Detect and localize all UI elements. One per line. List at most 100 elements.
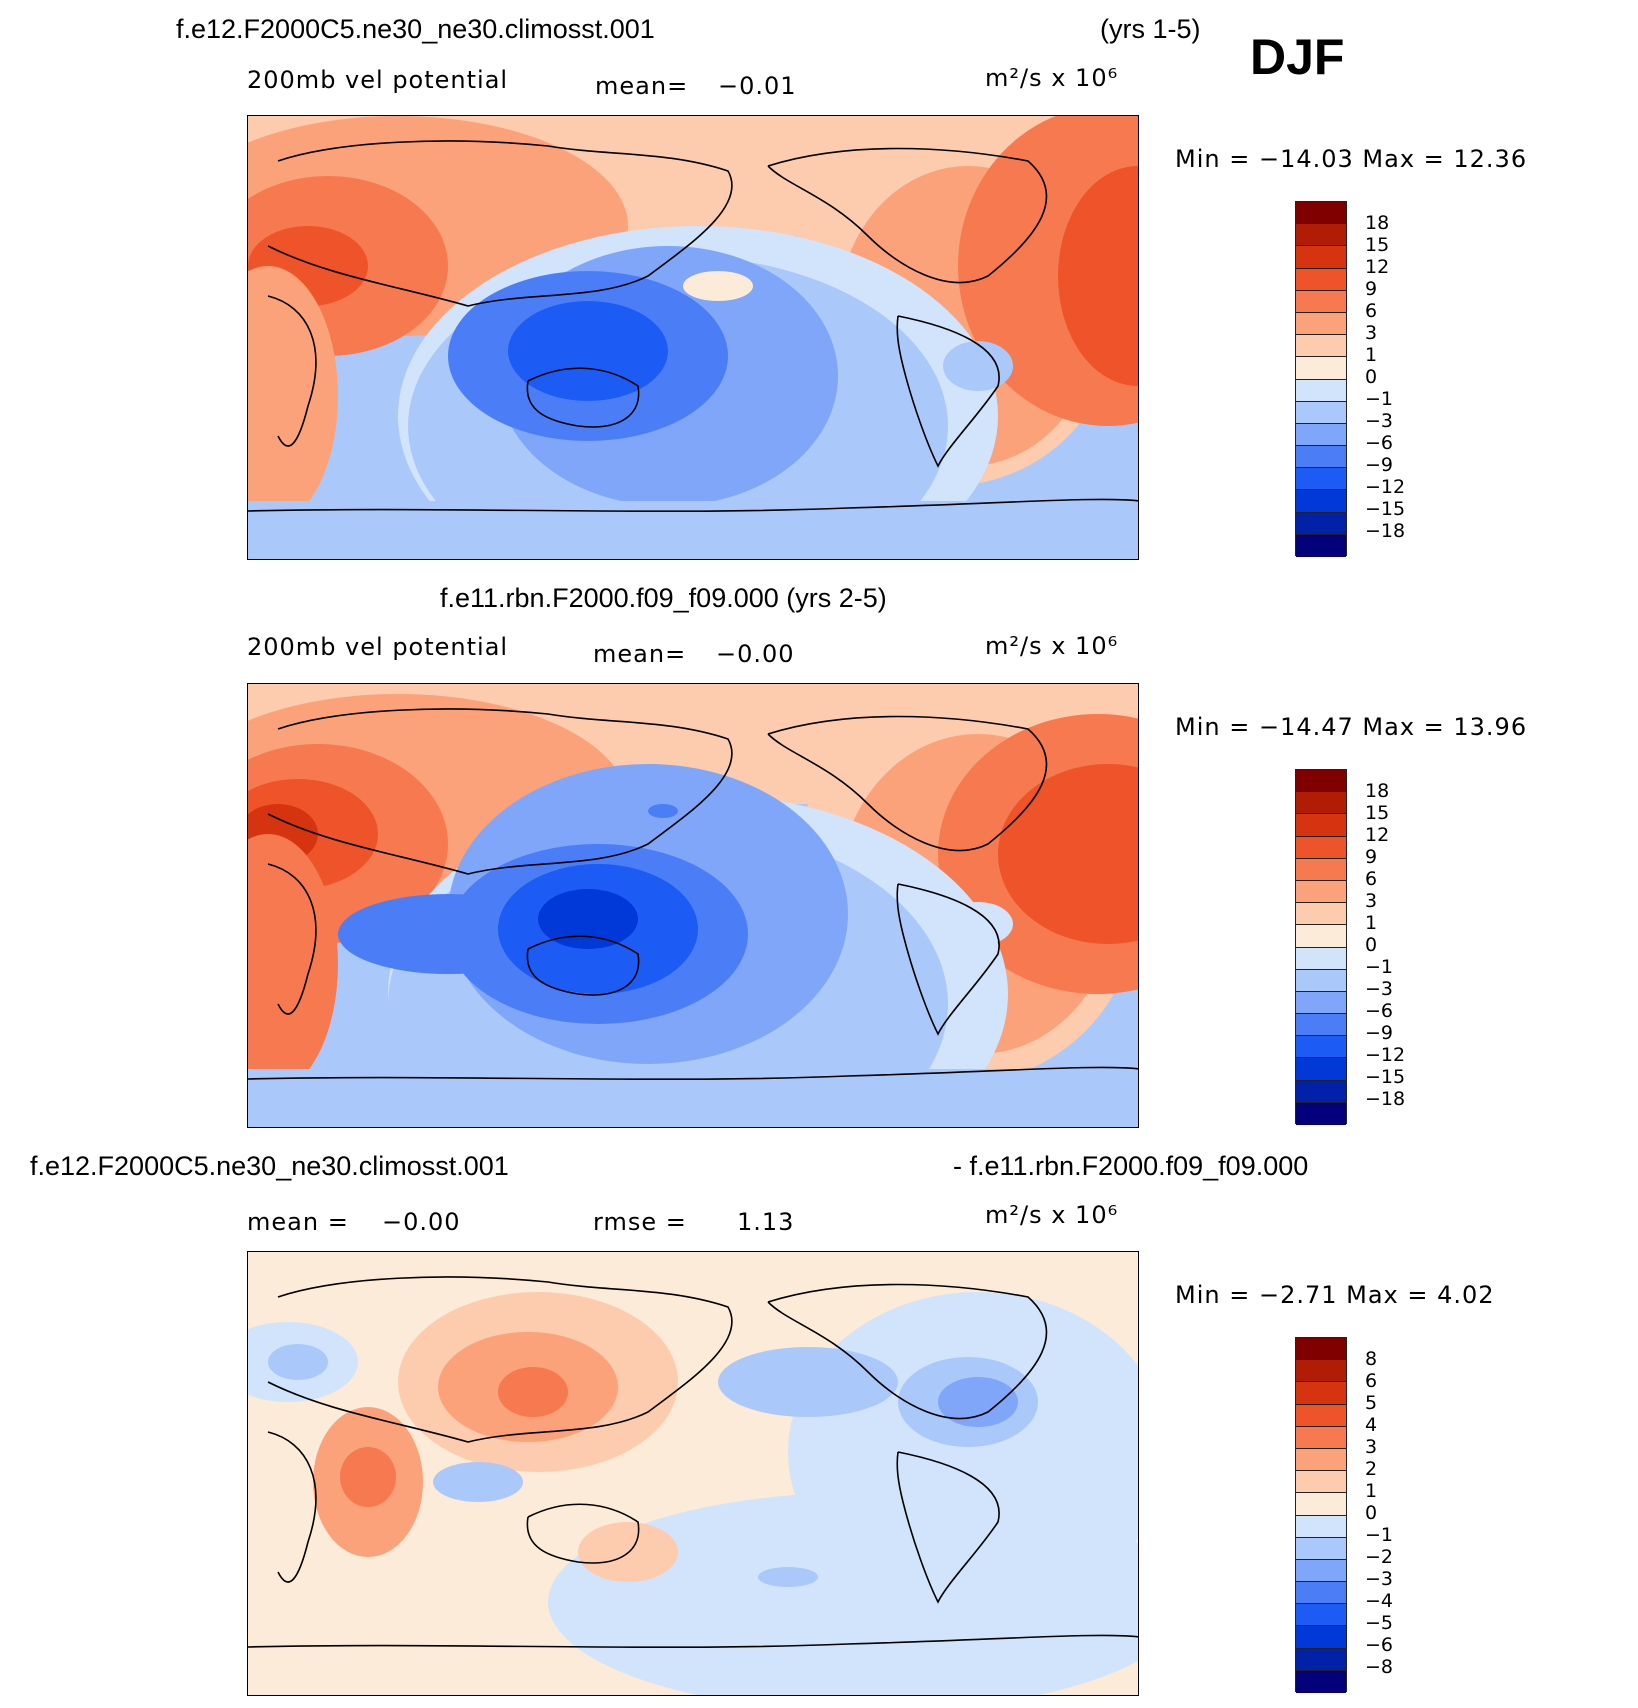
p2-coastlines (248, 708, 1138, 1081)
p3-io-blue (433, 1462, 523, 1502)
p3-tick: 5 (1365, 1392, 1378, 1414)
panel1-case-title: f.e12.F2000C5.ne30_ne30.climosst.001 (176, 14, 655, 44)
p3-carib-core (938, 1377, 1018, 1427)
p1-coast-africa (267, 295, 317, 447)
p3-pac-lb (718, 1347, 898, 1417)
panel2-map-svg (248, 684, 1138, 1127)
p2-coast-namerica (767, 715, 1048, 852)
panel1-colorbar (1295, 201, 1347, 557)
panel2-map (247, 683, 1139, 1128)
p2-swatch-12 (1296, 1014, 1346, 1037)
panel3-map-svg (248, 1252, 1138, 1695)
p2-tick: −6 (1365, 1000, 1394, 1022)
p3-coast-antarctica (248, 1634, 1138, 1649)
p2-swatch-16 (1296, 1102, 1346, 1125)
p2-swatch-13 (1296, 1036, 1346, 1059)
p2-tick: 0 (1365, 934, 1378, 956)
p3-tick: −8 (1365, 1656, 1394, 1678)
p2-swatch-7 (1296, 903, 1346, 926)
p2-samerica-blue (943, 902, 1013, 946)
p2-swatch-11 (1296, 991, 1346, 1015)
p1-tick: 18 (1365, 212, 1390, 234)
p3-swatch-3 (1296, 1382, 1346, 1405)
p2-tick: 9 (1365, 846, 1378, 868)
p3-tick: 8 (1365, 1348, 1378, 1370)
p1-npac-light (683, 271, 753, 301)
p3-tick: −2 (1365, 1546, 1394, 1568)
p1-tick: 9 (1365, 278, 1378, 300)
panel3-map (247, 1251, 1139, 1696)
panel1-minmax: Min = −14.03 Max = 12.36 (1175, 145, 1528, 173)
p2-coast-africa (267, 863, 317, 1015)
p3-swatch-12 (1296, 1582, 1346, 1605)
panel1-map (247, 115, 1139, 560)
p1-swatch-9 (1296, 379, 1346, 402)
p3-coast-eurasia (267, 1276, 733, 1443)
p2-coast-samerica (896, 883, 1000, 1036)
season-label: DJF (1250, 29, 1345, 85)
p2-swatch-10 (1296, 969, 1346, 992)
p1-tick: 15 (1365, 234, 1390, 256)
p1-atlantic-core (1058, 166, 1138, 386)
p3-swatch-1 (1296, 1338, 1346, 1361)
panel3-case-title-right: - f.e11.rbn.F2000.f09_f09.000 (953, 1151, 1309, 1181)
p1-swatch-10 (1296, 401, 1346, 424)
p3-swatch-9 (1296, 1515, 1346, 1538)
p3-swatch-7 (1296, 1471, 1346, 1494)
p3-tick: −5 (1365, 1612, 1394, 1634)
p3-swatch-15 (1296, 1648, 1346, 1671)
p1-swatch-1 (1296, 202, 1346, 225)
p2-tick: −9 (1365, 1022, 1394, 1044)
p1-swatch-8 (1296, 357, 1346, 380)
p2-tick: −12 (1365, 1044, 1406, 1066)
panel2-units: m²/s x 10⁶ (985, 632, 1119, 660)
p3-swatch-14 (1296, 1626, 1346, 1649)
p3-coast-namerica (767, 1283, 1048, 1420)
p2-tick: −15 (1365, 1066, 1406, 1088)
p1-tick: −3 (1365, 410, 1394, 432)
p3-swatch-2 (1296, 1360, 1346, 1383)
p1-tick: −9 (1365, 454, 1394, 476)
p2-npac-spot (648, 804, 678, 818)
p3-spac-spot (758, 1567, 818, 1587)
p2-coast-antarctica (248, 1066, 1138, 1081)
p2-africa-orange (248, 834, 338, 1094)
p2-swatch-5 (1296, 858, 1346, 881)
panel3-minmax: Min = −2.71 Max = 4.02 (1175, 1281, 1495, 1309)
p1-swatch-2 (1296, 224, 1346, 247)
panel1-map-svg (248, 116, 1138, 559)
panel3-colorbar (1295, 1337, 1347, 1693)
p1-swatch-14 (1296, 490, 1346, 513)
p2-tick: 6 (1365, 868, 1378, 890)
p2-tick: −3 (1365, 978, 1394, 1000)
p2-swatch-9 (1296, 947, 1346, 970)
panel2-mean-label: mean= (593, 640, 687, 668)
panel1-mean-label: mean= (595, 72, 689, 100)
p2-coast-eurasia (267, 708, 733, 875)
p1-swatch-4 (1296, 268, 1346, 291)
p1-tick: 6 (1365, 300, 1378, 322)
p2-atlantic-core (998, 764, 1138, 944)
p2-swatch-15 (1296, 1080, 1346, 1103)
p3-tick: 3 (1365, 1436, 1378, 1458)
panel3-rmse-label: rmse = (593, 1208, 687, 1236)
p2-swatch-4 (1296, 836, 1346, 859)
p2-tick: −18 (1365, 1088, 1406, 1110)
p1-coastlines (248, 140, 1138, 513)
p1-swatch-6 (1296, 312, 1346, 336)
p1-tick: −12 (1365, 476, 1406, 498)
p1-coast-antarctica (248, 498, 1138, 513)
p1-coast-namerica (767, 147, 1048, 284)
p3-china-core (498, 1367, 568, 1417)
p1-swatch-15 (1296, 512, 1346, 535)
p1-swatch-5 (1296, 290, 1346, 313)
p1-samerica-blue (943, 341, 1013, 391)
p2-tick: 1 (1365, 912, 1378, 934)
panel3-mean-label: mean = (247, 1208, 349, 1236)
panel1-units: m²/s x 10⁶ (985, 64, 1119, 92)
p3-coast-africa (267, 1431, 317, 1583)
panel3-case-title: f.e12.F2000C5.ne30_ne30.climosst.001 (30, 1151, 509, 1181)
p3-swatch-8 (1296, 1493, 1346, 1516)
p1-tick: 1 (1365, 344, 1378, 366)
p1-mc-core (508, 301, 668, 401)
